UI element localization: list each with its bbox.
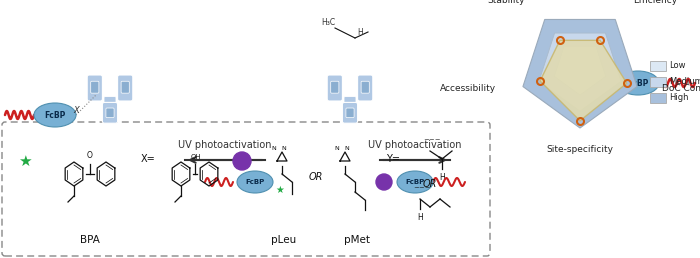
FancyBboxPatch shape bbox=[118, 75, 133, 101]
Text: X=: X= bbox=[141, 154, 155, 164]
FancyBboxPatch shape bbox=[557, 75, 573, 101]
FancyBboxPatch shape bbox=[327, 75, 342, 101]
FancyBboxPatch shape bbox=[342, 102, 358, 123]
FancyBboxPatch shape bbox=[104, 96, 116, 103]
Text: UV photoactivation: UV photoactivation bbox=[368, 140, 462, 150]
FancyBboxPatch shape bbox=[591, 81, 599, 93]
FancyBboxPatch shape bbox=[2, 122, 490, 256]
Circle shape bbox=[376, 174, 392, 190]
Circle shape bbox=[233, 152, 251, 170]
FancyBboxPatch shape bbox=[330, 81, 339, 93]
FancyBboxPatch shape bbox=[88, 75, 102, 101]
FancyBboxPatch shape bbox=[576, 108, 584, 118]
Text: N: N bbox=[335, 146, 339, 151]
Text: OR: OR bbox=[423, 179, 438, 189]
FancyBboxPatch shape bbox=[106, 108, 114, 118]
FancyBboxPatch shape bbox=[102, 102, 118, 123]
Polygon shape bbox=[539, 33, 621, 111]
Text: Y=: Y= bbox=[386, 154, 400, 164]
Text: Stability: Stability bbox=[487, 0, 524, 5]
Text: FcBP: FcBP bbox=[44, 110, 66, 119]
FancyBboxPatch shape bbox=[574, 96, 586, 103]
Text: H₃C: H₃C bbox=[321, 18, 335, 27]
FancyBboxPatch shape bbox=[650, 61, 666, 71]
Text: FcBP: FcBP bbox=[405, 179, 425, 185]
Text: pLeu: pLeu bbox=[272, 235, 297, 245]
Text: Accessibility: Accessibility bbox=[440, 84, 496, 93]
Text: H: H bbox=[439, 173, 445, 182]
Text: N: N bbox=[272, 146, 276, 151]
Text: X: X bbox=[73, 106, 78, 115]
Text: N: N bbox=[344, 146, 349, 151]
Text: pMet: pMet bbox=[344, 235, 370, 245]
FancyBboxPatch shape bbox=[650, 93, 666, 103]
Text: DoC Control: DoC Control bbox=[662, 84, 700, 93]
FancyBboxPatch shape bbox=[561, 81, 569, 93]
Text: FcBP: FcBP bbox=[246, 179, 265, 185]
Polygon shape bbox=[540, 40, 626, 121]
Text: Efficiency: Efficiency bbox=[634, 0, 678, 5]
Text: ★: ★ bbox=[18, 154, 32, 168]
Text: H: H bbox=[357, 28, 363, 37]
Text: Site-specificity: Site-specificity bbox=[547, 145, 613, 154]
Text: UV photoactivation: UV photoactivation bbox=[178, 140, 272, 150]
FancyBboxPatch shape bbox=[121, 81, 130, 93]
FancyBboxPatch shape bbox=[346, 108, 354, 118]
Text: High: High bbox=[669, 93, 689, 102]
Text: ★: ★ bbox=[275, 185, 284, 195]
Text: BPA: BPA bbox=[80, 235, 100, 245]
Text: O: O bbox=[87, 151, 93, 160]
FancyBboxPatch shape bbox=[344, 96, 356, 103]
Text: OH: OH bbox=[190, 154, 202, 160]
Ellipse shape bbox=[617, 71, 659, 95]
FancyBboxPatch shape bbox=[358, 75, 373, 101]
FancyBboxPatch shape bbox=[91, 81, 99, 93]
FancyBboxPatch shape bbox=[573, 102, 587, 123]
Text: ~~~: ~~~ bbox=[413, 185, 430, 191]
Text: ~~~: ~~~ bbox=[424, 137, 441, 143]
Ellipse shape bbox=[237, 171, 273, 193]
Text: Low: Low bbox=[669, 61, 685, 70]
Polygon shape bbox=[554, 46, 606, 95]
Text: H: H bbox=[417, 213, 423, 222]
Polygon shape bbox=[523, 19, 637, 128]
FancyBboxPatch shape bbox=[650, 77, 666, 87]
Ellipse shape bbox=[397, 171, 433, 193]
FancyBboxPatch shape bbox=[361, 81, 370, 93]
Text: Y: Y bbox=[620, 73, 625, 82]
Text: Medium: Medium bbox=[669, 77, 700, 86]
Ellipse shape bbox=[34, 103, 76, 127]
Text: N: N bbox=[281, 146, 286, 151]
Text: OR: OR bbox=[309, 172, 323, 182]
FancyBboxPatch shape bbox=[587, 75, 603, 101]
Text: FcBP: FcBP bbox=[627, 78, 649, 87]
